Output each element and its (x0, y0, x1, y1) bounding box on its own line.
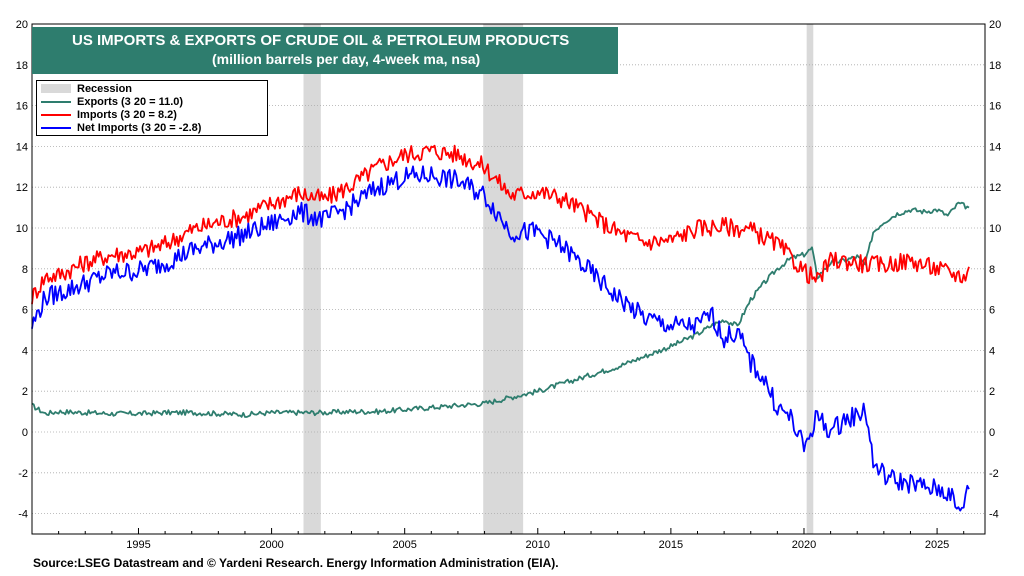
y-tick-label-left-4: 4 (22, 345, 28, 357)
legend-item-imports: Imports (3 20 = 8.2) (41, 108, 263, 121)
imports-swatch (41, 113, 71, 116)
recession-swatch (41, 84, 71, 93)
legend-label-net-imports: Net Imports (3 20 = -2.8) (77, 121, 202, 134)
legend: Recession Exports (3 20 = 11.0) Imports … (36, 80, 268, 136)
y-tick-label-right--4: -4 (989, 509, 999, 521)
y-tick-label-right-16: 16 (989, 101, 1001, 113)
y-tick-label-right-12: 12 (989, 182, 1001, 194)
y-tick-label-left--2: -2 (18, 468, 28, 480)
x-tick-label-2005: 2005 (392, 539, 416, 551)
x-tick-label-2015: 2015 (659, 539, 683, 551)
recession-band-0 (303, 24, 321, 534)
y-tick-label-left--4: -4 (18, 509, 28, 521)
plot-frame (31, 23, 986, 535)
legend-label-imports: Imports (3 20 = 8.2) (77, 108, 177, 121)
y-tick-label-left-16: 16 (16, 101, 28, 113)
y-tick-label-left-14: 14 (16, 141, 28, 153)
data-series (31, 144, 970, 512)
x-tick-label-2010: 2010 (526, 539, 550, 551)
chart-title-box: US IMPORTS & EXPORTS OF CRUDE OIL & PETR… (32, 27, 618, 74)
legend-item-exports: Exports (3 20 = 11.0) (41, 95, 263, 108)
y-tick-label-right-18: 18 (989, 60, 1001, 72)
y-tick-label-right-0: 0 (989, 427, 995, 439)
series-line-2 (31, 165, 970, 512)
series-line-1 (31, 144, 970, 305)
source-note: Source:LSEG Datastream and © Yardeni Res… (33, 556, 559, 570)
y-tick-label-left-12: 12 (16, 182, 28, 194)
exports-swatch (41, 100, 71, 103)
y-tick-label-right-2: 2 (989, 386, 995, 398)
y-tick-label-left-8: 8 (22, 264, 28, 276)
y-tick-label-right--2: -2 (989, 468, 999, 480)
recession-band-1 (483, 24, 524, 534)
series-line-0 (31, 201, 970, 418)
y-tick-label-left-6: 6 (22, 305, 28, 317)
y-tick-label-right-6: 6 (989, 305, 995, 317)
x-tick-label-2025: 2025 (925, 539, 949, 551)
y-tick-label-right-8: 8 (989, 264, 995, 276)
y-tick-label-right-14: 14 (989, 141, 1001, 153)
legend-label-exports: Exports (3 20 = 11.0) (77, 95, 184, 108)
legend-item-recession: Recession (41, 82, 263, 95)
x-axis: 1995 2000 2005 2010 2015 2020 2025 (126, 539, 949, 551)
x-tick-label-2000: 2000 (259, 539, 283, 551)
y-tick-label-left-18: 18 (16, 60, 28, 72)
chart-subtitle: (million barrels per day, 4-week ma, nsa… (212, 51, 481, 67)
y-tick-label-left-0: 0 (22, 427, 28, 439)
y-tick-label-left-2: 2 (22, 386, 28, 398)
y-tick-label-right-4: 4 (989, 345, 995, 357)
chart-title: US IMPORTS & EXPORTS OF CRUDE OIL & PETR… (72, 32, 570, 49)
x-tick-label-2020: 2020 (792, 539, 816, 551)
legend-item-net-imports: Net Imports (3 20 = -2.8) (41, 121, 263, 134)
y-tick-label-left-20: 20 (16, 19, 28, 31)
net-imports-swatch (41, 126, 71, 129)
y-axis-left: -4 -2 0 2 4 6 8 10 12 14 16 18 20 (16, 19, 28, 521)
x-tick-label-1995: 1995 (126, 539, 150, 551)
y-axis-right: -4 -2 0 2 4 6 8 10 12 14 16 18 20 (989, 19, 1001, 521)
y-tick-label-left-10: 10 (16, 223, 28, 235)
y-tick-label-right-20: 20 (989, 19, 1001, 31)
y-tick-label-right-10: 10 (989, 223, 1001, 235)
recession-bands (303, 24, 814, 534)
legend-label-recession: Recession (77, 82, 133, 95)
